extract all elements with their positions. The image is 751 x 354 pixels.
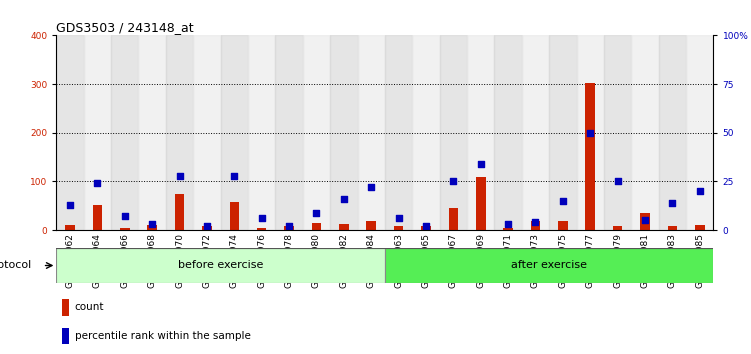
Bar [339, 224, 348, 230]
Bar [558, 221, 568, 230]
Bar [248, 35, 276, 230]
Bar [448, 208, 458, 230]
Bar [686, 35, 713, 230]
Point [556, 198, 569, 204]
Bar [412, 35, 439, 230]
Bar [394, 226, 403, 230]
Bar [147, 225, 157, 230]
Point [529, 219, 541, 225]
Bar [632, 35, 659, 230]
Bar [92, 205, 102, 230]
Bar [83, 35, 111, 230]
Bar [257, 228, 267, 230]
Bar [221, 35, 248, 230]
Bar [357, 35, 385, 230]
Bar [56, 35, 83, 230]
Bar [193, 35, 221, 230]
Point [255, 216, 267, 221]
Point [119, 213, 131, 219]
Bar [476, 177, 485, 230]
Point [283, 223, 295, 229]
Bar [613, 226, 623, 230]
Point [310, 210, 322, 215]
Point [448, 178, 460, 184]
Text: count: count [74, 302, 104, 312]
Bar [577, 35, 604, 230]
Bar [138, 35, 166, 230]
Bar [276, 35, 303, 230]
Point [64, 202, 76, 207]
Bar [366, 221, 376, 230]
Bar [549, 35, 577, 230]
Bar [230, 202, 239, 230]
Bar [668, 226, 677, 230]
Point [146, 222, 158, 227]
Bar [111, 35, 138, 230]
Bar [659, 35, 686, 230]
Point [611, 178, 623, 184]
Bar [503, 228, 513, 230]
Bar [385, 35, 412, 230]
Bar [62, 327, 69, 344]
Text: percentile rank within the sample: percentile rank within the sample [74, 331, 251, 341]
Point [92, 181, 104, 186]
Point [420, 223, 432, 229]
Point [338, 196, 350, 202]
Point [365, 184, 377, 190]
Text: protocol: protocol [0, 261, 32, 270]
Bar [303, 35, 330, 230]
Text: GDS3503 / 243148_at: GDS3503 / 243148_at [56, 21, 194, 34]
Point [475, 161, 487, 167]
Bar [202, 226, 212, 230]
Bar [522, 35, 549, 230]
Point [201, 223, 213, 229]
Bar [285, 226, 294, 230]
Text: before exercise: before exercise [178, 261, 264, 270]
Bar [531, 221, 540, 230]
Bar [56, 248, 385, 283]
Bar [695, 225, 704, 230]
Point [228, 173, 240, 178]
Point [502, 222, 514, 227]
Bar [439, 35, 467, 230]
Bar [494, 35, 522, 230]
Bar [62, 299, 69, 315]
Bar [65, 225, 75, 230]
Bar [330, 35, 357, 230]
Bar [166, 35, 193, 230]
Text: after exercise: after exercise [511, 261, 587, 270]
Bar [467, 35, 494, 230]
Point [584, 130, 596, 136]
Bar [640, 213, 650, 230]
Bar [586, 83, 595, 230]
Point [393, 216, 405, 221]
Point [666, 200, 678, 206]
Bar [312, 223, 321, 230]
Bar [120, 228, 130, 230]
Point [694, 188, 706, 194]
Bar [604, 35, 632, 230]
Bar [385, 248, 713, 283]
Bar [175, 194, 184, 230]
Bar [421, 226, 431, 230]
Point [173, 173, 185, 178]
Point [639, 217, 651, 223]
